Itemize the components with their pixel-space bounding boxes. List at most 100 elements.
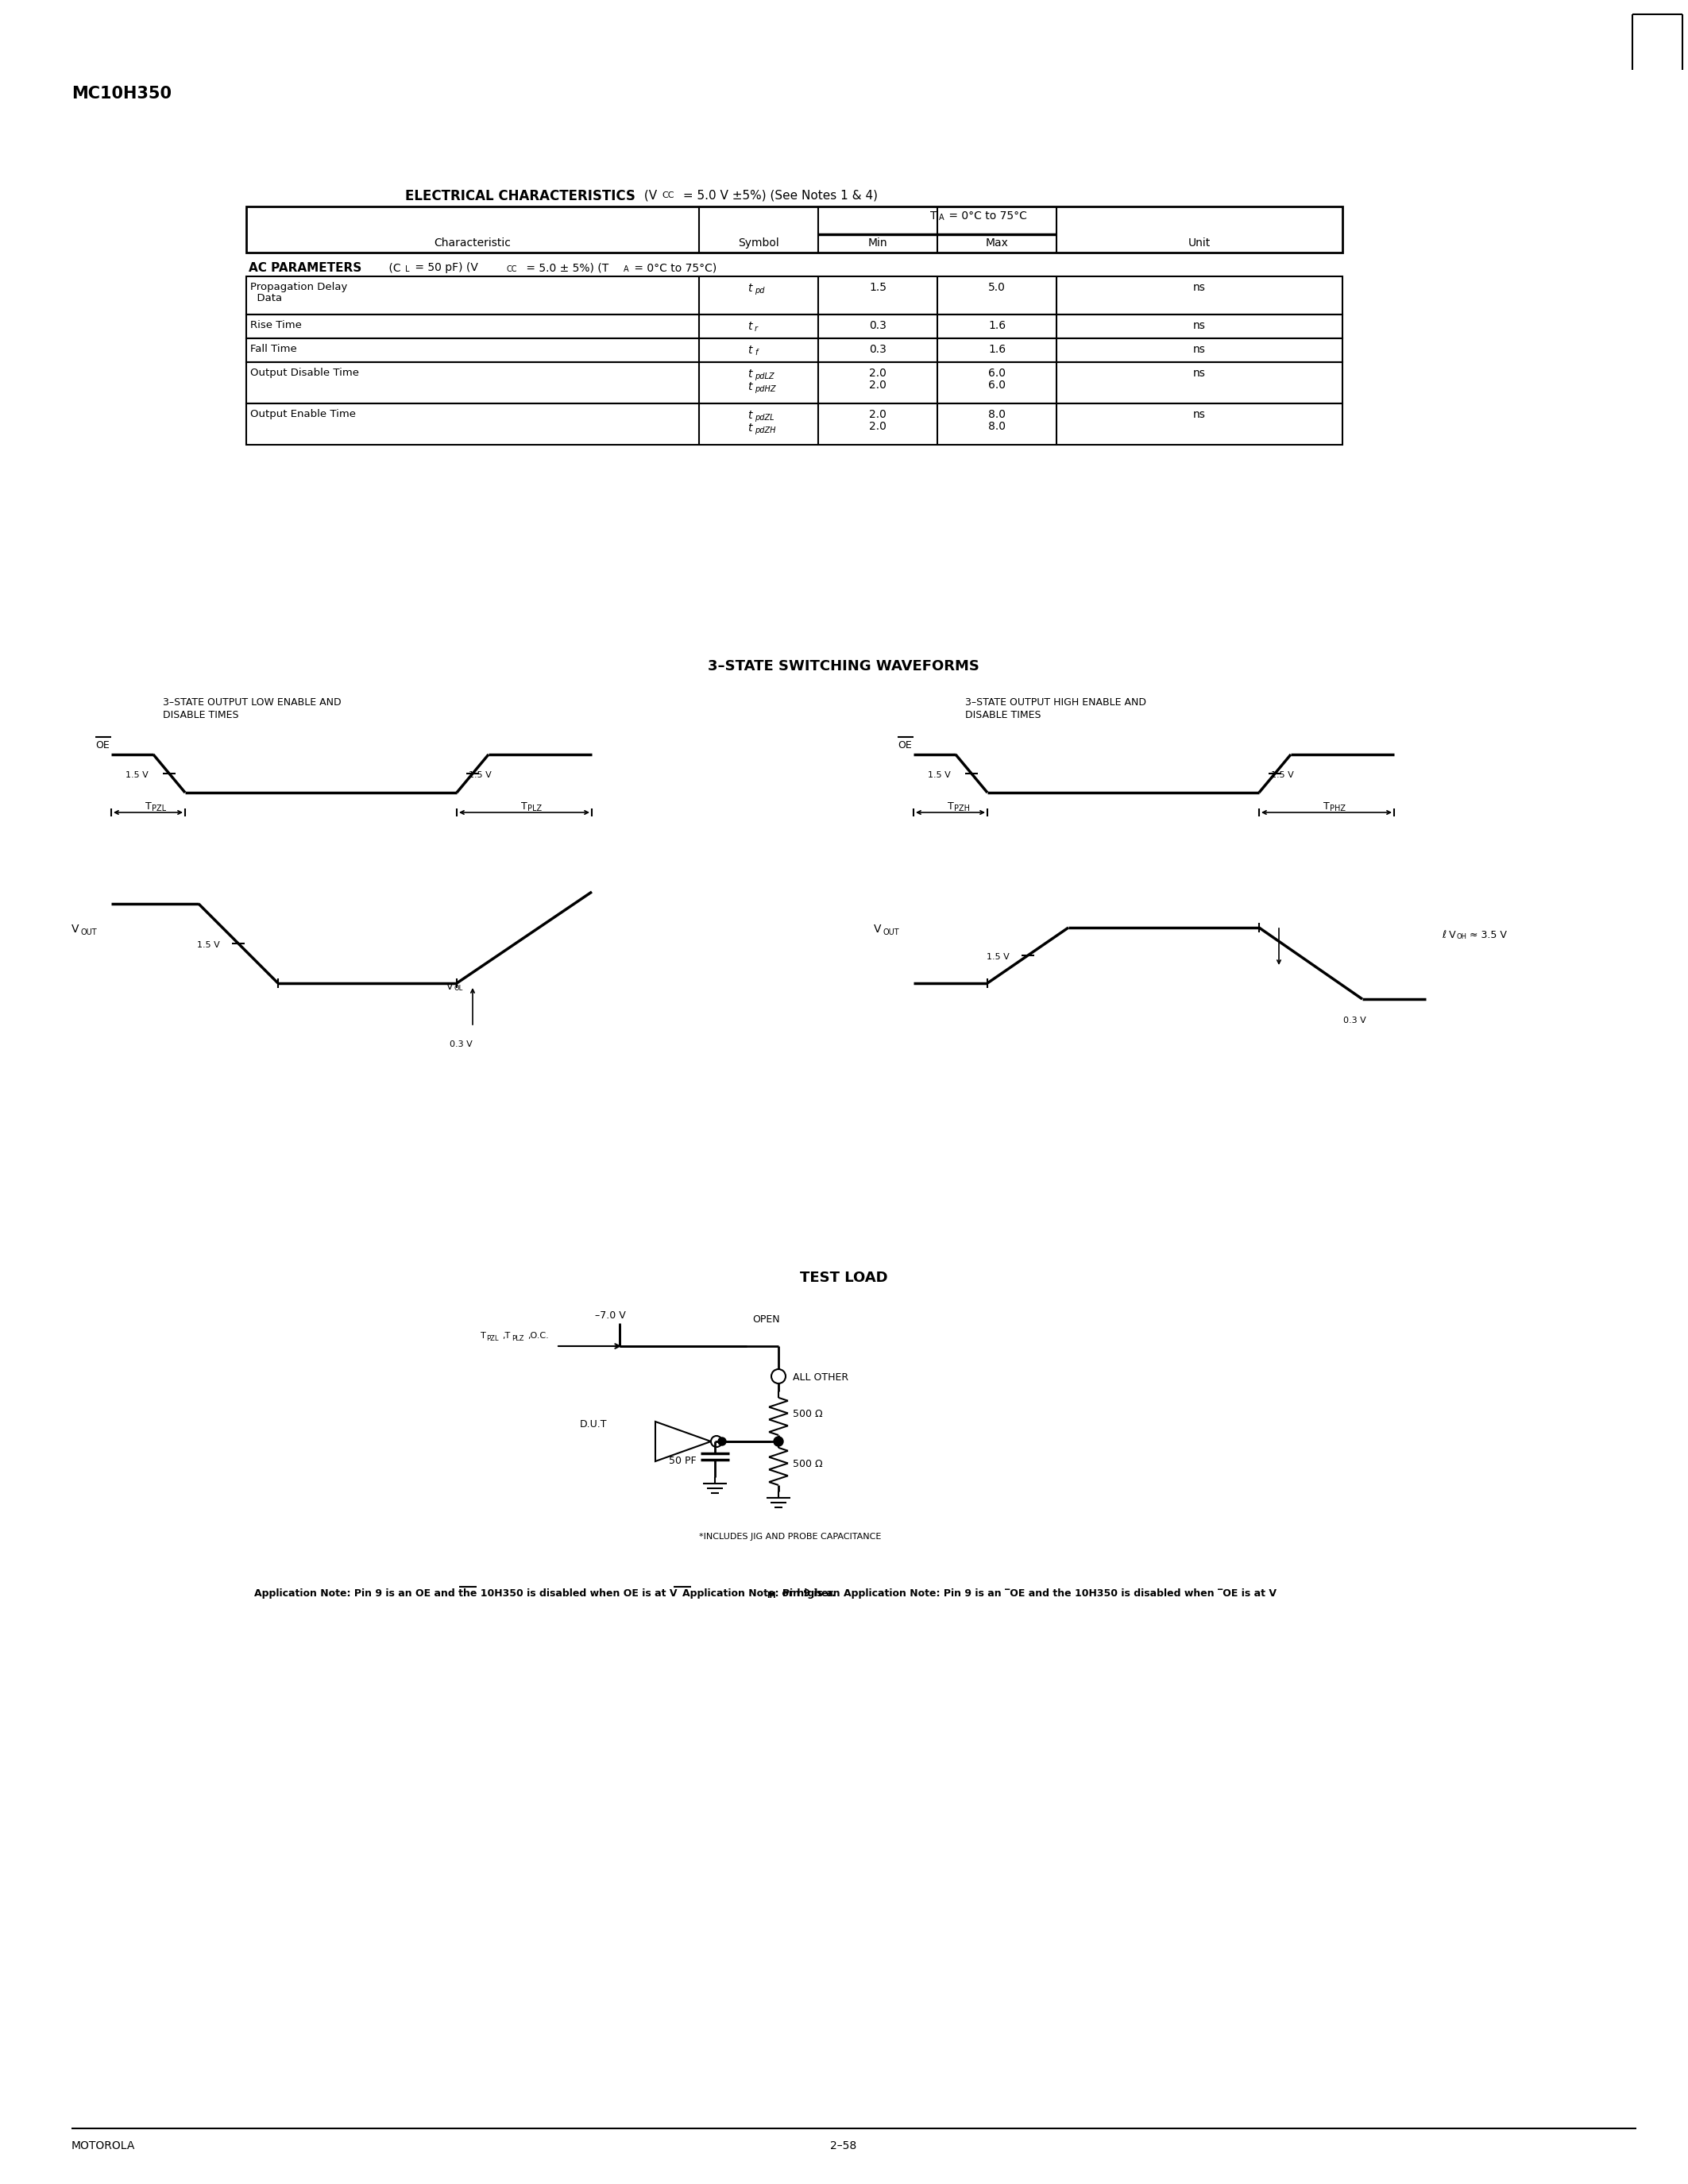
Text: TEST LOAD: TEST LOAD bbox=[800, 1271, 888, 1284]
Text: 3–STATE SWITCHING WAVEFORMS: 3–STATE SWITCHING WAVEFORMS bbox=[707, 660, 979, 673]
Text: 6.0: 6.0 bbox=[987, 380, 1006, 391]
Text: PLZ: PLZ bbox=[511, 1334, 523, 1343]
Text: Output Disable Time: Output Disable Time bbox=[250, 367, 360, 378]
Text: t: t bbox=[748, 321, 751, 332]
Text: Fall Time: Fall Time bbox=[250, 343, 297, 354]
Text: ,T: ,T bbox=[501, 1332, 510, 1339]
Text: Application Note: Pin 9 is an: Application Note: Pin 9 is an bbox=[682, 1588, 844, 1599]
Text: 1.5 V: 1.5 V bbox=[1271, 771, 1293, 780]
Text: CC: CC bbox=[506, 264, 518, 273]
Text: pdZL: pdZL bbox=[755, 413, 775, 422]
Text: OUT: OUT bbox=[883, 928, 900, 937]
Text: MC10H350: MC10H350 bbox=[71, 85, 172, 103]
Text: 2.0: 2.0 bbox=[869, 367, 886, 378]
Text: r: r bbox=[755, 325, 758, 332]
Text: V: V bbox=[71, 924, 79, 935]
Text: t: t bbox=[748, 422, 751, 435]
Text: D.U.T: D.U.T bbox=[581, 1420, 608, 1431]
Text: 500 Ω: 500 Ω bbox=[793, 1459, 822, 1470]
Text: 1.5 V: 1.5 V bbox=[197, 941, 219, 950]
Text: 2.0: 2.0 bbox=[869, 380, 886, 391]
Text: ns: ns bbox=[1193, 282, 1205, 293]
Text: PZL: PZL bbox=[486, 1334, 498, 1343]
Text: DISABLE TIMES: DISABLE TIMES bbox=[162, 710, 238, 721]
Text: 3–STATE OUTPUT LOW ENABLE AND: 3–STATE OUTPUT LOW ENABLE AND bbox=[162, 697, 341, 708]
Text: CC: CC bbox=[662, 192, 674, 199]
Text: OE: OE bbox=[95, 740, 110, 751]
Text: 2–58: 2–58 bbox=[830, 2140, 858, 2151]
Text: 1.5 V: 1.5 V bbox=[125, 771, 149, 780]
Text: Data: Data bbox=[250, 293, 282, 304]
Text: 0.3: 0.3 bbox=[869, 321, 886, 332]
Text: t: t bbox=[748, 411, 751, 422]
Text: ≈ 3.5 V: ≈ 3.5 V bbox=[1470, 930, 1507, 941]
Text: PZH: PZH bbox=[954, 804, 969, 812]
Text: 1.5 V: 1.5 V bbox=[986, 952, 1009, 961]
Text: 1.6: 1.6 bbox=[987, 343, 1006, 356]
Text: MOTOROLA: MOTOROLA bbox=[71, 2140, 135, 2151]
Text: OL: OL bbox=[454, 985, 463, 992]
Bar bbox=[246, 314, 1342, 339]
Text: PLZ: PLZ bbox=[527, 804, 542, 812]
Text: *INCLUDES JIG AND PROBE CAPACITANCE: *INCLUDES JIG AND PROBE CAPACITANCE bbox=[699, 1533, 881, 1540]
Text: OPEN: OPEN bbox=[753, 1315, 780, 1326]
Text: Output Enable Time: Output Enable Time bbox=[250, 408, 356, 419]
Text: ALL OTHER: ALL OTHER bbox=[793, 1372, 849, 1382]
Text: pdZH: pdZH bbox=[755, 426, 776, 435]
Text: t: t bbox=[748, 345, 751, 356]
Text: Application Note: Pin 9 is an ‾OE and the 10H350 is disabled when ‾OE is at V: Application Note: Pin 9 is an ‾OE and th… bbox=[844, 1588, 1276, 1599]
Text: V: V bbox=[874, 924, 881, 935]
Text: (V: (V bbox=[640, 190, 657, 201]
Text: ns: ns bbox=[1193, 321, 1205, 332]
Text: T: T bbox=[947, 802, 954, 812]
Text: A: A bbox=[939, 214, 944, 221]
Text: 1.5: 1.5 bbox=[869, 282, 886, 293]
Text: OUT: OUT bbox=[81, 928, 98, 937]
Text: Unit: Unit bbox=[1188, 238, 1210, 249]
Text: 5.0: 5.0 bbox=[987, 282, 1006, 293]
Text: (C: (C bbox=[385, 262, 400, 273]
Text: ELECTRICAL CHARACTERISTICS: ELECTRICAL CHARACTERISTICS bbox=[405, 190, 635, 203]
Text: Rise Time: Rise Time bbox=[250, 321, 302, 330]
Text: AC PARAMETERS: AC PARAMETERS bbox=[248, 262, 361, 273]
Text: or higher.: or higher. bbox=[778, 1588, 836, 1599]
Text: t: t bbox=[748, 369, 751, 380]
Text: IH: IH bbox=[766, 1592, 776, 1599]
Text: T: T bbox=[522, 802, 527, 812]
Text: PHZ: PHZ bbox=[1330, 804, 1345, 812]
Text: A: A bbox=[623, 264, 630, 273]
Text: OH: OH bbox=[1457, 933, 1467, 941]
Text: 6.0: 6.0 bbox=[987, 367, 1006, 378]
Text: t: t bbox=[748, 282, 751, 295]
Text: 2.0: 2.0 bbox=[869, 408, 886, 419]
Text: Max: Max bbox=[986, 238, 1008, 249]
Text: = 0°C to 75°C): = 0°C to 75°C) bbox=[631, 262, 717, 273]
Text: PZL: PZL bbox=[152, 804, 165, 812]
Text: pdHZ: pdHZ bbox=[755, 384, 776, 393]
Text: 8.0: 8.0 bbox=[987, 422, 1006, 432]
Text: = 50 pF) (V: = 50 pF) (V bbox=[412, 262, 478, 273]
Text: pdLZ: pdLZ bbox=[755, 373, 775, 380]
Text: 1.5 V: 1.5 V bbox=[469, 771, 491, 780]
Text: f: f bbox=[755, 349, 758, 356]
Text: V: V bbox=[446, 981, 452, 992]
Text: = 5.0 V ±5%) (See Notes 1 & 4): = 5.0 V ±5%) (See Notes 1 & 4) bbox=[679, 190, 878, 201]
Bar bbox=[246, 363, 1342, 404]
Text: T: T bbox=[930, 210, 937, 221]
Text: = 5.0 ± 5%) (T: = 5.0 ± 5%) (T bbox=[523, 262, 609, 273]
Bar bbox=[246, 207, 1342, 253]
Text: 1.6: 1.6 bbox=[987, 321, 1006, 332]
Text: 0.3 V: 0.3 V bbox=[449, 1040, 473, 1048]
Text: Propagation Delay: Propagation Delay bbox=[250, 282, 348, 293]
Text: Symbol: Symbol bbox=[738, 238, 780, 249]
Text: ns: ns bbox=[1193, 367, 1205, 378]
Text: 2.0: 2.0 bbox=[869, 422, 886, 432]
Text: L: L bbox=[405, 264, 410, 273]
Text: 8.0: 8.0 bbox=[987, 408, 1006, 419]
Bar bbox=[246, 404, 1342, 446]
Text: ns: ns bbox=[1193, 408, 1205, 419]
Circle shape bbox=[717, 1437, 726, 1446]
Text: Application Note: Pin 9 is an OE and the 10H350 is disabled when OE is at V: Application Note: Pin 9 is an OE and the… bbox=[255, 1588, 677, 1599]
Text: T: T bbox=[145, 802, 152, 812]
Text: 1.5 V: 1.5 V bbox=[928, 771, 950, 780]
